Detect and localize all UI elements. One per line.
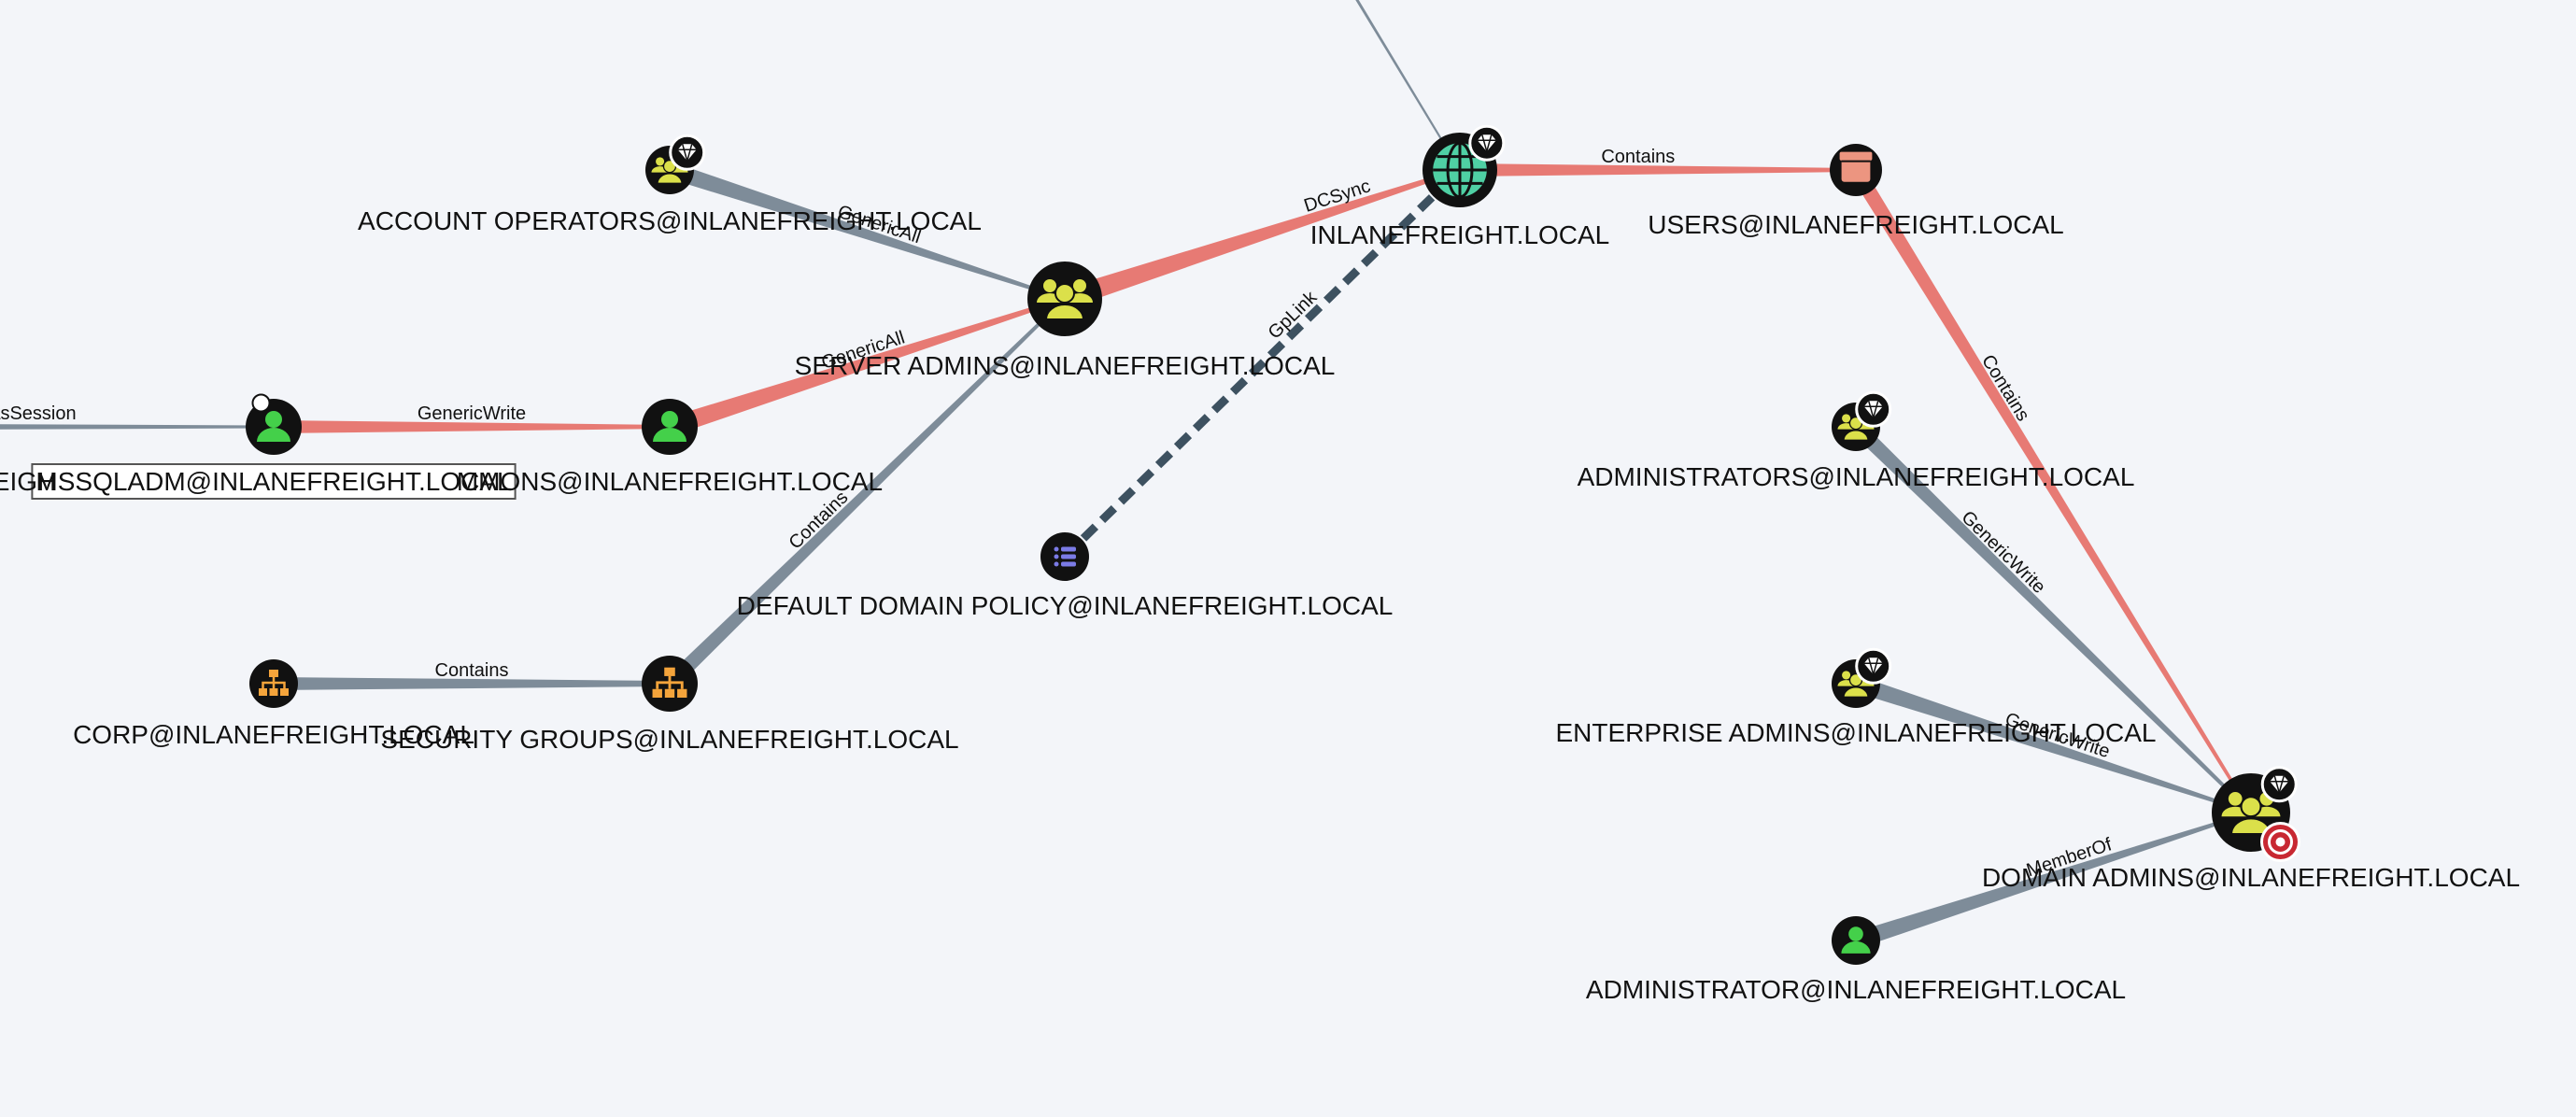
node-default-domain-policy[interactable]: DEFAULT DOMAIN POLICY@INLANEFREIGHT.LOCA…: [737, 532, 1394, 620]
svg-text:DEFAULT DOMAIN POLICY@INLANEFR: DEFAULT DOMAIN POLICY@INLANEFREIGHT.LOCA…: [737, 591, 1394, 620]
node-label-mssqladm: MSSQLADM@INLANEFREIGHT.LOCAL: [31, 463, 517, 500]
user-icon: [1841, 926, 1871, 954]
edge-label-e7: HasSession: [0, 403, 77, 424]
node-label-left-partial: EIGH: [0, 467, 56, 496]
tier-zero-gem-icon: [1855, 390, 1892, 428]
svg-text:DOMAIN ADMINS@INLANEFREIGHT.LO: DOMAIN ADMINS@INLANEFREIGHT.LOCAL: [1982, 863, 2520, 892]
svg-text:INLANEFREIGHT.LOCAL: INLANEFREIGHT.LOCAL: [1310, 220, 1610, 249]
edge-label-e3: Contains: [1601, 147, 1675, 167]
node-label-commons-user: MMONS@INLANEFREIGHT.LOCAL: [457, 467, 883, 496]
node-enterprise-admins[interactable]: ENTERPRISE ADMINS@INLANEFREIGHT.LOCAL: [1555, 647, 2157, 747]
node-domain-admins[interactable]: DOMAIN ADMINS@INLANEFREIGHT.LOCAL: [1982, 766, 2520, 892]
edge-contains-e8[interactable]: [664, 297, 1067, 689]
node-administrator[interactable]: ADMINISTRATOR@INLANEFREIGHT.LOCAL: [1586, 916, 2126, 1004]
edge-label-e9: Contains: [435, 660, 509, 681]
session-badge-icon: [251, 393, 271, 413]
container-box-icon: [1839, 151, 1873, 182]
edge-genericall-e1[interactable]: [667, 162, 1066, 301]
edge-genericwrite-e11[interactable]: [1850, 421, 2253, 814]
edge-gplink-e10[interactable]: [1061, 166, 1464, 560]
edge-contains-e4[interactable]: [1849, 165, 2253, 813]
node-account-operators[interactable]: ACCOUNT OPERATORS@INLANEFREIGHT.LOCAL: [358, 134, 982, 235]
node-security-groups[interactable]: SECURITY GROUPS@INLANEFREIGHT.LOCAL: [380, 656, 959, 754]
node-label-account-operators: ACCOUNT OPERATORS@INLANEFREIGHT.LOCAL: [358, 206, 982, 235]
node-label-domain-admins: DOMAIN ADMINS@INLANEFREIGHT.LOCAL: [1982, 863, 2520, 892]
svg-text:ACCOUNT OPERATORS@INLANEFREIGH: ACCOUNT OPERATORS@INLANEFREIGHT.LOCAL: [358, 206, 982, 235]
edge-genericall-e5[interactable]: [666, 297, 1066, 436]
node-label-inlanefreight-local: INLANEFREIGHT.LOCAL: [1310, 220, 1610, 249]
svg-text:ENTERPRISE ADMINS@INLANEFREIGH: ENTERPRISE ADMINS@INLANEFREIGHT.LOCAL: [1555, 718, 2156, 747]
node-label-enterprise-admins: ENTERPRISE ADMINS@INLANEFREIGHT.LOCAL: [1555, 718, 2156, 747]
nodes-layer: ACCOUNT OPERATORS@INLANEFREIGHT.LOCAL SER…: [0, 124, 2520, 1004]
target-icon: [2260, 822, 2300, 862]
svg-text:ADMINISTRATORS@INLANEFREIGHT.L: ADMINISTRATORS@INLANEFREIGHT.LOCAL: [1578, 462, 2135, 491]
edge-label-e6: GenericWrite: [418, 403, 526, 424]
tier-zero-gem-icon: [2260, 766, 2298, 803]
group-icon: [2221, 791, 2281, 836]
node-label-corp: CORP@INLANEFREIGHT.LOCAL: [73, 720, 474, 749]
svg-text:MSSQLADM@INLANEFREIGHT.LOCAL: MSSQLADM@INLANEFREIGHT.LOCAL: [35, 467, 511, 496]
edge-contains-e3[interactable]: [1460, 163, 1856, 177]
node-label-default-domain-policy: DEFAULT DOMAIN POLICY@INLANEFREIGHT.LOCA…: [737, 591, 1394, 620]
node-mssqladm[interactable]: MSSQLADM@INLANEFREIGHT.LOCAL: [31, 393, 517, 500]
svg-text:USERS@INLANEFREIGHT.LOCAL: USERS@INLANEFREIGHT.LOCAL: [1648, 210, 2063, 239]
edge-hassession-e7[interactable]: [0, 424, 274, 430]
svg-text:ADMINISTRATOR@INLANEFREIGHT.LO: ADMINISTRATOR@INLANEFREIGHT.LOCAL: [1586, 975, 2126, 1004]
node-corp[interactable]: CORP@INLANEFREIGHT.LOCAL: [73, 659, 474, 749]
node-label-administrators: ADMINISTRATORS@INLANEFREIGHT.LOCAL: [1578, 462, 2135, 491]
node-commons-user[interactable]: MMONS@INLANEFREIGHT.LOCAL: [457, 399, 883, 496]
node-inlanefreight-local[interactable]: INLANEFREIGHT.LOCAL: [1310, 124, 1610, 249]
user-icon: [653, 411, 686, 442]
tier-zero-gem-icon: [669, 134, 706, 171]
node-server-admins[interactable]: SERVER ADMINS@INLANEFREIGHT.LOCAL: [795, 262, 1336, 380]
group-icon: [1037, 279, 1093, 320]
node-administrators[interactable]: ADMINISTRATORS@INLANEFREIGHT.LOCAL: [1578, 390, 2135, 491]
node-label-security-groups: SECURITY GROUPS@INLANEFREIGHT.LOCAL: [380, 725, 958, 754]
edge-label-e11: GenericWrite: [1958, 507, 2050, 598]
node-label-administrator: ADMINISTRATOR@INLANEFREIGHT.LOCAL: [1586, 975, 2126, 1004]
edge--e14[interactable]: [1353, 0, 1461, 171]
node-users[interactable]: USERS@INLANEFREIGHT.LOCAL: [1648, 144, 2064, 239]
svg-text:MMONS@INLANEFREIGHT.LOCAL: MMONS@INLANEFREIGHT.LOCAL: [457, 467, 883, 496]
node-label-users: USERS@INLANEFREIGHT.LOCAL: [1648, 210, 2063, 239]
svg-text:EIGH: EIGH: [0, 467, 56, 496]
edges-layer: [0, 0, 2253, 949]
svg-text:SERVER ADMINS@INLANEFREIGHT.LO: SERVER ADMINS@INLANEFREIGHT.LOCAL: [795, 351, 1336, 380]
node-left-partial[interactable]: EIGH: [0, 399, 56, 496]
svg-text:SECURITY GROUPS@INLANEFREIGHT.: SECURITY GROUPS@INLANEFREIGHT.LOCAL: [380, 725, 958, 754]
edge-dcsync-e2[interactable]: [1061, 168, 1461, 309]
node-label-server-admins: SERVER ADMINS@INLANEFREIGHT.LOCAL: [795, 351, 1336, 380]
selected-label-box: [31, 463, 517, 500]
tier-zero-gem-icon: [1855, 647, 1892, 685]
user-icon: [257, 411, 290, 442]
edge-memberof-e13[interactable]: [1853, 811, 2252, 949]
svg-text:CORP@INLANEFREIGHT.LOCAL: CORP@INLANEFREIGHT.LOCAL: [73, 720, 474, 749]
ou-tree-icon: [259, 670, 289, 696]
edge-labels-layer: GenericAllDCSyncContainsContainsGenericA…: [0, 147, 2115, 881]
tier-zero-gem-icon: [1468, 124, 1506, 162]
edge-genericwrite-e12[interactable]: [1853, 675, 2252, 814]
ou-tree-icon: [652, 667, 687, 698]
edge-contains-e9[interactable]: [274, 677, 670, 690]
gpo-list-icon: [1054, 546, 1076, 567]
edge-genericwrite-e6[interactable]: [274, 420, 670, 433]
